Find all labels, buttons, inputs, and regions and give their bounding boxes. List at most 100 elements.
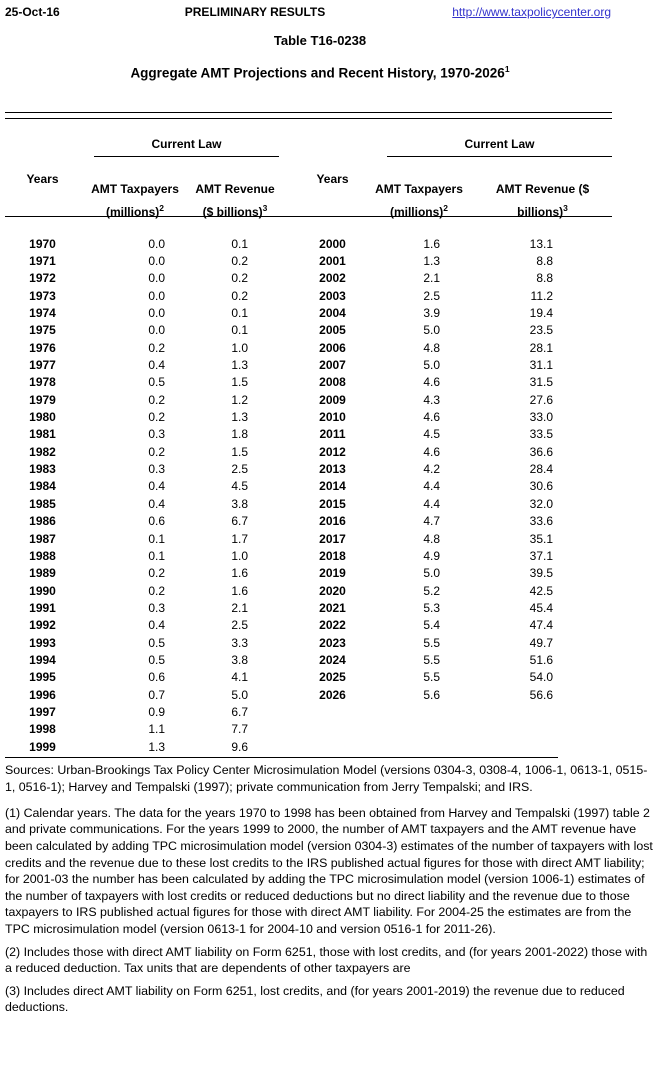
revenue-cell: 8.8	[536, 271, 553, 286]
year-cell: 2020	[319, 583, 346, 598]
taxpayers-cell: 4.7	[423, 514, 440, 529]
year-cell: 2009	[319, 392, 346, 407]
revenue-cell: 30.6	[529, 479, 553, 494]
year-cell: 2021	[319, 600, 346, 615]
revenue-cell: 32.0	[529, 496, 553, 511]
revenue-cell: 33.5	[529, 427, 553, 442]
year-cell: 1975	[29, 323, 56, 338]
revenue-cell: 28.1	[529, 340, 553, 355]
taxpayers-cell: 2.5	[423, 288, 440, 303]
table-row: 2014 4.4 30.6	[300, 478, 612, 495]
revenue-cell: 56.6	[529, 687, 553, 702]
year-cell: 1980	[29, 410, 56, 425]
table-row: 2016 4.7 33.6	[300, 513, 612, 530]
table-row: 2025 5.5 54.0	[300, 669, 612, 686]
revenue-cell: 54.0	[529, 670, 553, 685]
table-row: 1975 0.0 0.1	[5, 322, 280, 339]
taxpayers-cell: 0.2	[148, 583, 165, 598]
revenue-cell: 35.1	[529, 531, 553, 546]
taxpayers-cell: 0.0	[148, 288, 165, 303]
table-row: 2024 5.5 51.6	[300, 651, 612, 668]
table-row: 1979 0.2 1.2	[5, 391, 280, 408]
preliminary-results-label: PRELIMINARY RESULTS	[184, 5, 326, 19]
year-cell: 2016	[319, 514, 346, 529]
year-cell: 1986	[29, 514, 56, 529]
revenue-cell: 28.4	[529, 462, 553, 477]
table-row: 2020 5.2 42.5	[300, 582, 612, 599]
revenue-cell: 1.6	[231, 566, 248, 581]
revenue-cell: 39.5	[529, 566, 553, 581]
year-cell: 2013	[319, 462, 346, 477]
amt-taxpayers-column-header-left: AMT Taxpayers (millions)2	[80, 180, 190, 222]
taxpayers-cell: 0.6	[148, 514, 165, 529]
table-row: 2012 4.6 36.6	[300, 443, 612, 460]
table-top-double-rule	[5, 112, 612, 119]
table-row: 1995 0.6 4.1	[5, 669, 280, 686]
amt-taxpayers-label: AMT Taxpayers	[91, 182, 179, 196]
amt-revenue-label: AMT Revenue	[195, 182, 275, 196]
table-row: 2007 5.0 31.1	[300, 356, 612, 373]
table-row: 1991 0.3 2.1	[5, 599, 280, 616]
footnote-1: (1) Calendar years. The data for the yea…	[5, 805, 653, 936]
year-cell: 1997	[29, 704, 56, 719]
table-row: 2015 4.4 32.0	[300, 495, 612, 512]
year-cell: 1976	[29, 340, 56, 355]
amt-revenue-label: AMT Revenue ($	[495, 182, 590, 196]
table-row: 1988 0.1 1.0	[5, 547, 280, 564]
table-row: 1993 0.5 3.3	[5, 634, 280, 651]
table-row: 1996 0.7 5.0	[5, 686, 280, 703]
taxpayers-cell: 0.3	[148, 600, 165, 615]
year-cell: 2014	[319, 479, 346, 494]
revenue-cell: 1.5	[231, 375, 248, 390]
table-row: 1992 0.4 2.5	[5, 617, 280, 634]
table-row: 1983 0.3 2.5	[5, 460, 280, 477]
taxpayers-cell: 0.9	[148, 704, 165, 719]
table-row: 2002 2.1 8.8	[300, 270, 612, 287]
table-row: 1999 1.3 9.6	[5, 738, 280, 755]
table-bottom-rule	[5, 757, 558, 758]
taxpayers-cell: 1.6	[423, 236, 440, 251]
taxpayers-cell: 5.4	[423, 618, 440, 633]
year-cell: 1985	[29, 496, 56, 511]
taxpayers-cell: 0.0	[148, 306, 165, 321]
year-cell: 1987	[29, 531, 56, 546]
revenue-cell: 9.6	[231, 739, 248, 754]
revenue-cell: 1.7	[231, 531, 248, 546]
table-row: 1982 0.2 1.5	[5, 443, 280, 460]
taxpayers-cell: 4.6	[423, 444, 440, 459]
taxpayers-cell: 0.0	[148, 236, 165, 251]
revenue-cell: 5.0	[231, 687, 248, 702]
table-row: 1971 0.0 0.2	[5, 252, 280, 269]
year-cell: 1981	[29, 427, 56, 442]
revenue-cell: 33.0	[529, 410, 553, 425]
taxpayers-cell: 0.5	[148, 375, 165, 390]
taxpayers-cell: 4.6	[423, 410, 440, 425]
table-row: 2003 2.5 11.2	[300, 287, 612, 304]
revenue-cell: 6.7	[231, 704, 248, 719]
revenue-cell: 31.5	[529, 375, 553, 390]
taxpayers-cell: 0.4	[148, 479, 165, 494]
year-cell: 1999	[29, 739, 56, 754]
year-cell: 2015	[319, 496, 346, 511]
sources-paragraph: Sources: Urban-Brookings Tax Policy Cent…	[5, 763, 648, 795]
taxpayers-cell: 5.3	[423, 600, 440, 615]
taxpayers-cell: 1.3	[423, 254, 440, 269]
year-cell: 1973	[29, 288, 56, 303]
table-title-footnote-marker: 1	[504, 64, 510, 74]
table-row: 2019 5.0 39.5	[300, 565, 612, 582]
revenue-cell: 33.6	[529, 514, 553, 529]
taxpolicycenter-link[interactable]: http://www.taxpolicycenter.org	[452, 5, 611, 19]
revenue-cell: 0.2	[231, 254, 248, 269]
year-cell: 2007	[319, 358, 346, 373]
table-row: 2023 5.5 49.7	[300, 634, 612, 651]
years-column-header-left: Years	[26, 172, 59, 186]
taxpayers-cell: 4.2	[423, 462, 440, 477]
year-cell: 1989	[29, 566, 56, 581]
taxpayers-cell: 0.4	[148, 358, 165, 373]
year-cell: 2010	[319, 410, 346, 425]
year-cell: 2025	[319, 670, 346, 685]
table-row: 2004 3.9 19.4	[300, 304, 612, 321]
revenue-cell: 2.1	[231, 600, 248, 615]
revenue-cell: 6.7	[231, 514, 248, 529]
table-row: 1974 0.0 0.1	[5, 304, 280, 321]
